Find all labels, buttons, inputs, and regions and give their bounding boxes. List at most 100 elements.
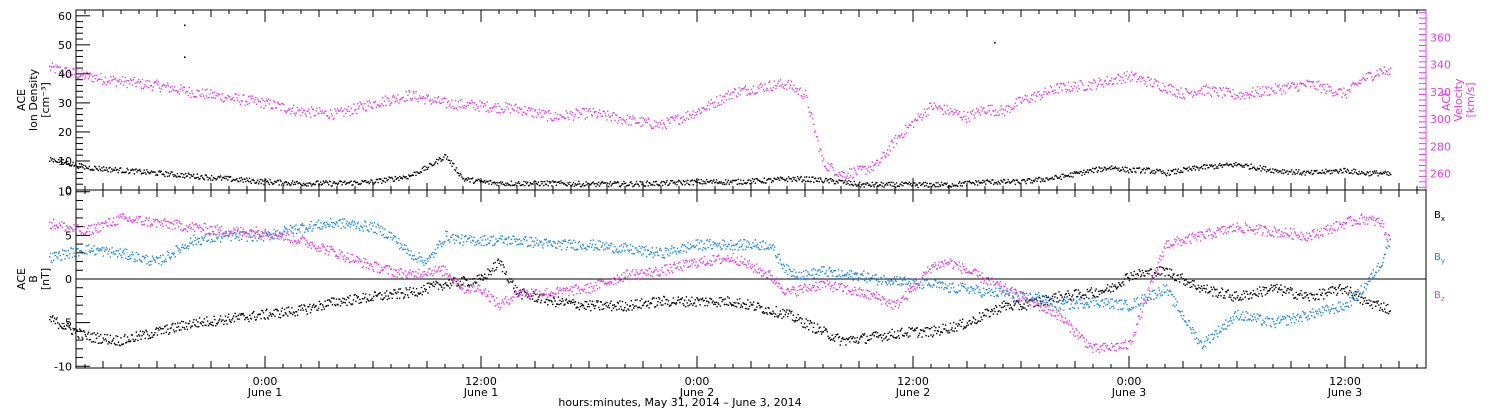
velocity-point [1093,80,1096,82]
velocity-point [1123,72,1125,74]
bx-point [1304,296,1306,298]
velocity-point [740,89,742,92]
velocity-point [579,111,581,113]
bx-point [126,336,129,338]
density-point [499,181,502,183]
density-point [333,180,335,183]
velocity-point [922,114,925,116]
velocity-point [624,120,626,122]
velocity-point [981,110,983,112]
velocity-point [1333,92,1335,94]
density-point [359,183,361,186]
density-point [1024,180,1026,183]
bx-point [993,308,995,310]
velocity-point [56,66,58,68]
density-point [760,181,763,184]
velocity-point [733,91,735,94]
density-point [85,165,87,167]
density-point [931,184,934,187]
by-point [223,235,225,238]
density-point [310,185,313,187]
velocity-point [912,120,914,123]
bx-point [222,319,224,321]
by-point [168,251,170,254]
bx-point [1237,295,1239,297]
velocity-point [690,117,693,119]
density-point [634,184,636,186]
bx-point [196,326,198,328]
by-point [54,254,57,256]
density-point [1387,171,1389,173]
by-point [119,248,121,250]
density-point [1174,172,1176,175]
bx-point [1262,286,1264,288]
velocity-point [1381,70,1383,72]
velocity-point [1236,94,1238,97]
bx-point [507,280,509,282]
bx-point [317,309,319,311]
bx-point [762,311,764,313]
velocity-point [264,100,266,103]
velocity-point [697,110,699,113]
bx-point [527,294,530,296]
bx-point [675,303,677,305]
velocity-point [93,81,95,83]
density-point [933,184,936,186]
velocity-point [613,112,615,114]
by-point [156,257,159,259]
density-point [783,178,785,181]
bx-point [1295,291,1297,294]
velocity-point [574,113,576,116]
density-point [1220,164,1223,166]
density-point [799,176,801,179]
bx-point [1147,270,1149,272]
density-point [1363,173,1366,175]
density-point [947,186,949,188]
bx-point [66,324,68,326]
velocity-point [231,98,234,100]
bx-point [579,306,581,308]
bx-point [1158,266,1161,268]
bx-point [898,337,901,339]
velocity-point [577,110,579,112]
density-point [86,167,89,169]
bx-point [347,296,349,298]
density-point [916,184,918,186]
density-point [565,184,567,186]
density-point [1173,168,1175,171]
density-point [599,183,602,185]
density-point [922,183,924,185]
bx-point [908,326,910,329]
velocity-point [365,110,368,112]
density-point [851,184,854,186]
by-point [74,247,77,249]
bx-point [270,313,272,316]
bx-point [526,296,529,298]
bx-point [162,327,164,330]
bx-point [871,334,873,336]
bx-point [928,328,931,330]
density-point [415,174,417,176]
bx-point [1380,303,1382,305]
velocity-point [865,173,867,175]
bx-point [1284,286,1286,288]
density-point [269,179,271,181]
density-point [58,161,61,163]
density-point [953,184,955,186]
density-point [141,172,144,174]
by-point [212,233,214,235]
by-point [90,250,92,252]
bx-point [587,303,590,305]
by-point [230,240,232,242]
bx-point [1230,299,1233,301]
bx-point [55,318,57,321]
velocity-point [886,153,888,155]
density-point [892,181,894,184]
bx-point [1103,291,1105,293]
bx-point [829,337,831,339]
bx-point [731,304,734,306]
bx-point [703,299,705,302]
velocity-point [894,137,896,139]
bx-point [402,292,404,294]
velocity-point [1134,73,1136,75]
